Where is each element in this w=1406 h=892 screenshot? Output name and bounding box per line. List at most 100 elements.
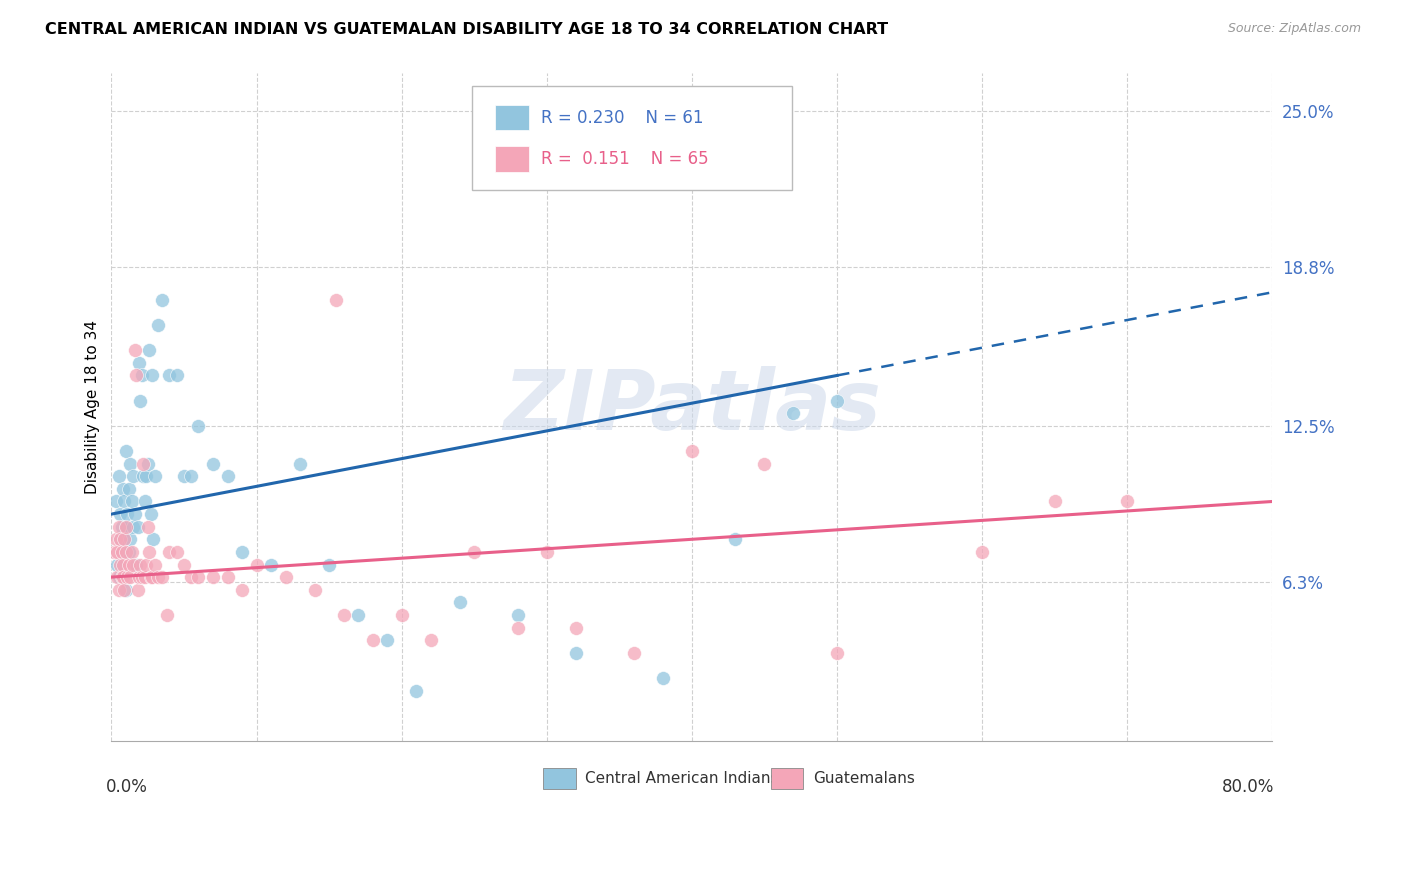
Point <box>135 558 157 572</box>
Point <box>724 533 747 547</box>
Point <box>111 482 134 496</box>
Point <box>231 545 253 559</box>
Point <box>105 558 128 572</box>
Point <box>121 494 143 508</box>
Point <box>318 558 340 572</box>
Point <box>142 533 165 547</box>
Point <box>187 570 209 584</box>
Point <box>138 545 160 559</box>
Text: Guatemalans: Guatemalans <box>813 771 914 786</box>
Point <box>110 570 132 584</box>
Point <box>120 457 142 471</box>
Point <box>120 570 142 584</box>
FancyBboxPatch shape <box>472 87 792 190</box>
Point <box>118 558 141 572</box>
Point <box>115 444 138 458</box>
Point <box>124 507 146 521</box>
Point <box>129 558 152 572</box>
Point <box>180 469 202 483</box>
Point <box>1043 494 1066 508</box>
Point <box>107 519 129 533</box>
Point <box>120 533 142 547</box>
Point <box>114 582 136 597</box>
Point <box>111 570 134 584</box>
Point <box>361 633 384 648</box>
Point <box>217 469 239 483</box>
Point <box>122 519 145 533</box>
Point <box>108 533 131 547</box>
Point <box>127 582 149 597</box>
Bar <box>543 768 576 789</box>
Point <box>111 558 134 572</box>
Point <box>136 457 159 471</box>
Point <box>105 570 128 584</box>
Point <box>129 393 152 408</box>
Point <box>143 469 166 483</box>
Point <box>146 318 169 332</box>
Bar <box>495 146 530 172</box>
Point <box>506 620 529 634</box>
Bar <box>495 105 530 130</box>
Text: 80.0%: 80.0% <box>1222 778 1275 796</box>
Point <box>274 570 297 584</box>
Point <box>125 558 148 572</box>
Text: 0.0%: 0.0% <box>105 778 148 796</box>
Point <box>1116 494 1139 508</box>
Point <box>288 457 311 471</box>
Point <box>375 633 398 648</box>
Point <box>201 457 224 471</box>
Point <box>132 457 155 471</box>
Point <box>114 494 136 508</box>
Point <box>173 558 195 572</box>
Point <box>134 494 156 508</box>
Text: CENTRAL AMERICAN INDIAN VS GUATEMALAN DISABILITY AGE 18 TO 34 CORRELATION CHART: CENTRAL AMERICAN INDIAN VS GUATEMALAN DI… <box>45 22 889 37</box>
Point <box>201 570 224 584</box>
Point <box>159 545 181 559</box>
Point <box>125 368 148 383</box>
Point <box>972 545 994 559</box>
Point <box>143 558 166 572</box>
Point <box>132 469 155 483</box>
Point <box>681 444 703 458</box>
Point <box>536 545 558 559</box>
Point <box>111 570 134 584</box>
Point <box>565 620 588 634</box>
Point <box>231 582 253 597</box>
Point <box>325 293 347 307</box>
Point <box>103 545 125 559</box>
Point <box>260 558 283 572</box>
Point <box>506 607 529 622</box>
Point <box>136 519 159 533</box>
Point <box>332 607 354 622</box>
Y-axis label: Disability Age 18 to 34: Disability Age 18 to 34 <box>86 320 100 494</box>
Point <box>122 469 145 483</box>
Point <box>141 368 163 383</box>
Point <box>187 418 209 433</box>
Point <box>110 545 132 559</box>
Text: R =  0.151    N = 65: R = 0.151 N = 65 <box>541 150 709 169</box>
Point <box>128 356 150 370</box>
Text: Central American Indians: Central American Indians <box>585 771 779 786</box>
Point <box>782 406 804 420</box>
Point <box>166 368 188 383</box>
Point <box>347 607 370 622</box>
Point <box>138 343 160 358</box>
Point <box>107 582 129 597</box>
Point <box>108 507 131 521</box>
Point <box>110 545 132 559</box>
Point <box>121 545 143 559</box>
Text: R = 0.230    N = 61: R = 0.230 N = 61 <box>541 109 703 127</box>
Bar <box>770 768 803 789</box>
Point <box>124 343 146 358</box>
Point <box>754 457 776 471</box>
Point <box>104 494 127 508</box>
Point <box>304 582 326 597</box>
Point <box>139 570 162 584</box>
Point <box>110 519 132 533</box>
Point <box>651 671 673 685</box>
Point <box>117 507 139 521</box>
Point <box>131 570 153 584</box>
Point <box>108 558 131 572</box>
Point <box>107 570 129 584</box>
Point <box>150 293 173 307</box>
